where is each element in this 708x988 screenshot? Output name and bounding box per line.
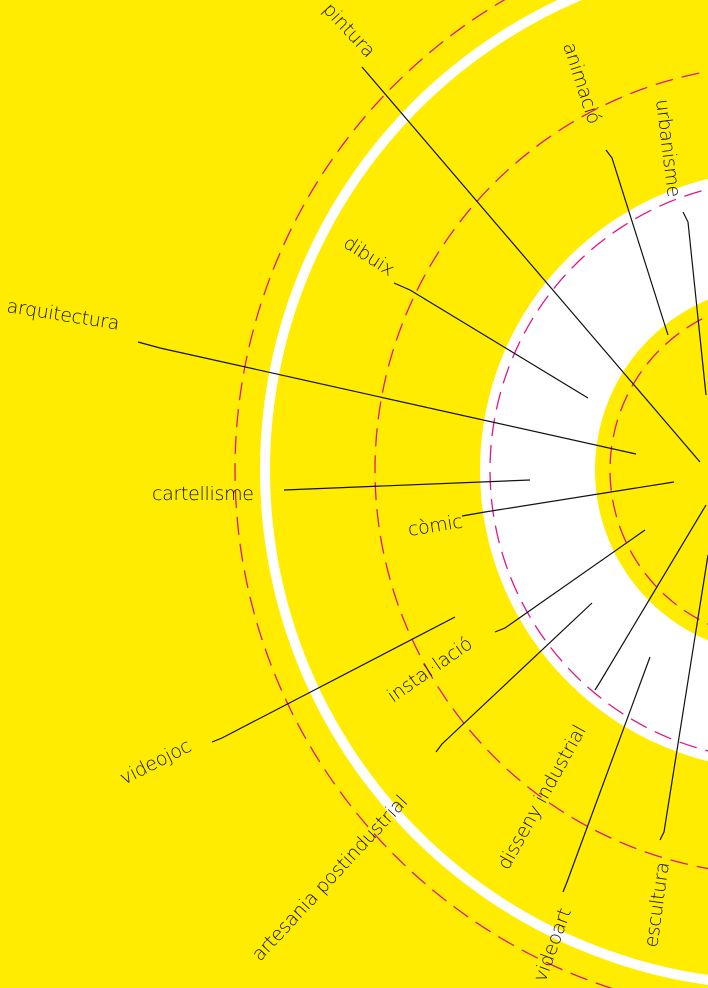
dashed-circles: [234, 0, 708, 988]
leader-videojoc: [211, 616, 456, 743]
leader-dibuix: [393, 282, 589, 399]
label-artesania: artesania postindustrial: [248, 791, 413, 965]
leader-lines: [137, 66, 708, 893]
ring-yellow-4: [595, 299, 708, 641]
leader-videoart: [562, 656, 651, 893]
leader-disseny: [594, 504, 707, 691]
leader-comic: [461, 481, 675, 517]
leader-pintura: [361, 66, 701, 463]
leader-cartellisme: [283, 479, 531, 491]
leader-installacio: [494, 529, 646, 633]
leader-escultura: [659, 554, 708, 841]
label-cartellisme: cartellisme: [152, 483, 254, 505]
leader-animacio: [605, 149, 669, 336]
leader-urbanisme: [682, 211, 707, 396]
dashed-circle-outer: [234, 0, 613, 988]
dashed-circle-second: [374, 70, 708, 870]
leader-artesania: [435, 602, 593, 753]
ring-white-3: [480, 178, 708, 762]
label-arquitectura: arquitectura: [5, 295, 120, 334]
leader-arquitectura: [137, 341, 637, 455]
concentric-rings: [260, 0, 708, 985]
label-pintura: pintura: [318, 0, 379, 62]
label-videojoc: videojoc: [116, 735, 194, 789]
